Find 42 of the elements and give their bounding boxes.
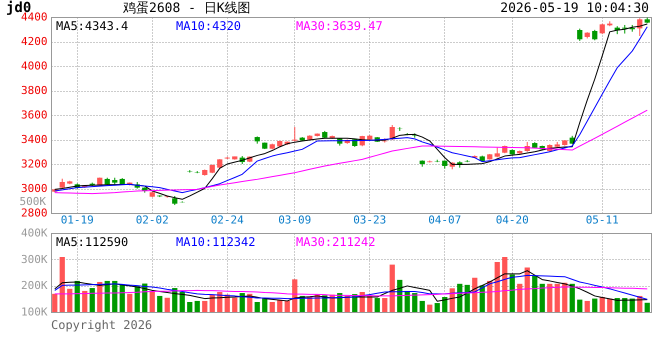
line-series (54, 286, 648, 296)
candlestick (600, 23, 605, 35)
x-tick-label: 02-02 (136, 214, 169, 226)
y-tick-label: 3200 (21, 158, 48, 170)
x-tick-label: 04-20 (496, 214, 529, 226)
text: 500K (20, 195, 46, 208)
x-tick-label: 03-09 (278, 214, 312, 226)
y-tick-label: 3400 (21, 133, 48, 146)
text: MA5:4343.4 (56, 19, 128, 33)
text: 2026-05-19 10:04:30 (500, 1, 649, 16)
x-tick-label: 05-11 (586, 214, 619, 226)
candlestick (577, 28, 582, 42)
candlestick (60, 178, 65, 189)
y-tick-label: 100K (21, 306, 48, 318)
y-tick-label: 2800 (21, 206, 48, 220)
text: MA10:4320 (176, 19, 242, 33)
x-tick-label: 03-23 (353, 214, 386, 226)
y-tick-label: 300K (21, 252, 48, 266)
text: MA30:211242 (296, 235, 376, 249)
text: MA30:3639.47 (296, 19, 383, 33)
text: MA5:112590 (56, 235, 128, 249)
y-tick-label: 4000 (21, 60, 48, 72)
candlestick (172, 195, 178, 206)
line-series (54, 274, 648, 300)
y-tick-label: 200K (21, 279, 48, 292)
x-tick-label: 04-07 (428, 214, 462, 226)
x-tick-label: 02-24 (210, 214, 244, 226)
text: Copyright 2026 (51, 318, 152, 332)
chart-subtitle: 鸡蛋2608 - 日K线图 (122, 1, 251, 16)
y-tick-label: 3000 (21, 182, 48, 195)
y-tick-label: 3800 (21, 84, 48, 97)
candlestick (592, 29, 598, 41)
y-tick-label: 400K (21, 226, 48, 240)
y-tick-label: 4200 (21, 35, 48, 48)
candlestick (292, 126, 298, 142)
line-series (54, 110, 648, 194)
candlestick (637, 18, 642, 36)
candlestick (494, 147, 500, 158)
y-tick-label: 3600 (21, 108, 48, 122)
x-tick-label: 01-19 (60, 214, 94, 226)
text: MA10:112342 (176, 235, 256, 249)
line-series (54, 270, 648, 302)
